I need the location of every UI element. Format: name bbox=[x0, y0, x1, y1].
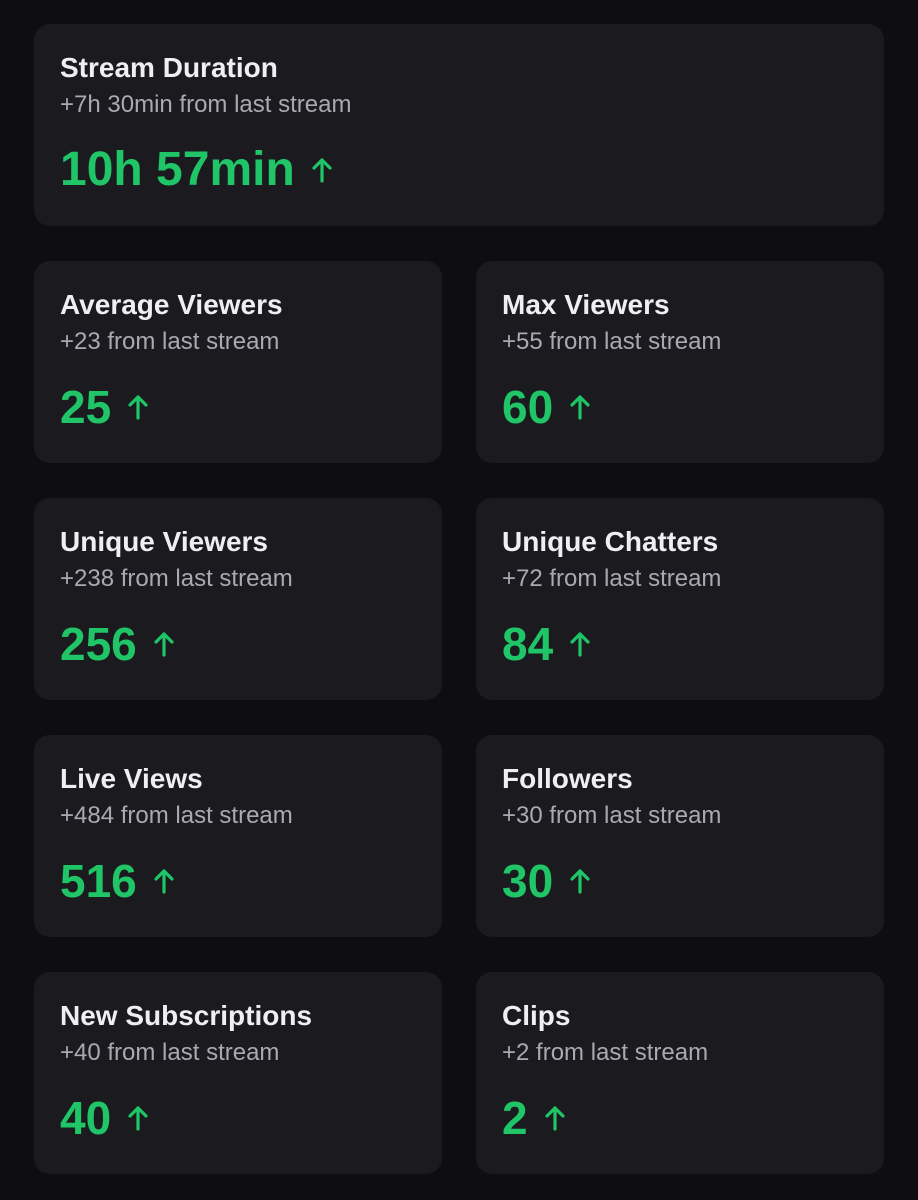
stat-value: 25 bbox=[60, 381, 112, 433]
stat-value: 10h 57min bbox=[60, 143, 295, 196]
stat-title: Clips bbox=[502, 1000, 571, 1031]
stat-title: Average Viewers bbox=[60, 289, 283, 320]
stat-card-unique-chatters: Unique Chatters +72 from last stream 84 bbox=[476, 498, 884, 700]
stat-title: Live Views bbox=[60, 763, 203, 794]
stat-value: 84 bbox=[502, 618, 554, 670]
stat-title: Stream Duration bbox=[60, 52, 278, 83]
stat-value-row: 256 bbox=[60, 616, 416, 672]
arrow-up-icon bbox=[153, 868, 175, 894]
stat-title: Followers bbox=[502, 763, 633, 794]
stat-value-row: 84 bbox=[502, 616, 858, 672]
stat-card-live-views: Live Views +484 from last stream 516 bbox=[34, 735, 442, 937]
stat-value-row: 10h 57min bbox=[60, 142, 858, 198]
stat-value-row: 516 bbox=[60, 853, 416, 909]
stat-value: 60 bbox=[502, 381, 554, 433]
stat-title: New Subscriptions bbox=[60, 1000, 313, 1031]
stat-delta: +7h 30min from last stream bbox=[60, 91, 352, 118]
stat-delta: +23 from last stream bbox=[60, 328, 280, 355]
arrow-up-icon bbox=[311, 157, 333, 183]
stat-delta: +30 from last stream bbox=[502, 802, 722, 829]
stat-value-row: 60 bbox=[502, 379, 858, 435]
stat-delta: +55 from last stream bbox=[502, 328, 722, 355]
arrow-up-icon bbox=[569, 868, 591, 894]
stat-value: 256 bbox=[60, 618, 137, 670]
stat-value-row: 2 bbox=[502, 1090, 858, 1146]
stat-value-row: 30 bbox=[502, 853, 858, 909]
arrow-up-icon bbox=[569, 394, 591, 420]
arrow-up-icon bbox=[127, 394, 149, 420]
stat-card-max-viewers: Max Viewers +55 from last stream 60 bbox=[476, 261, 884, 463]
stat-value: 2 bbox=[502, 1092, 528, 1144]
arrow-up-icon bbox=[127, 1105, 149, 1131]
arrow-up-icon bbox=[153, 631, 175, 657]
stat-delta: +238 from last stream bbox=[60, 565, 293, 592]
stat-card-stream-duration: Stream Duration +7h 30min from last stre… bbox=[34, 24, 884, 226]
stat-value-row: 25 bbox=[60, 379, 416, 435]
stat-delta: +72 from last stream bbox=[502, 565, 722, 592]
stat-value: 30 bbox=[502, 855, 554, 907]
arrow-up-icon bbox=[544, 1105, 566, 1131]
stat-delta: +2 from last stream bbox=[502, 1039, 709, 1066]
stat-value: 40 bbox=[60, 1092, 112, 1144]
stat-delta: +484 from last stream bbox=[60, 802, 293, 829]
stat-card-unique-viewers: Unique Viewers +238 from last stream 256 bbox=[34, 498, 442, 700]
arrow-up-icon bbox=[569, 631, 591, 657]
stat-title: Max Viewers bbox=[502, 289, 670, 320]
stat-card-new-subscriptions: New Subscriptions +40 from last stream 4… bbox=[34, 972, 442, 1174]
stat-card-average-viewers: Average Viewers +23 from last stream 25 bbox=[34, 261, 442, 463]
stat-card-followers: Followers +30 from last stream 30 bbox=[476, 735, 884, 937]
stat-value-row: 40 bbox=[60, 1090, 416, 1146]
stat-card-clips: Clips +2 from last stream 2 bbox=[476, 972, 884, 1174]
stat-delta: +40 from last stream bbox=[60, 1039, 280, 1066]
stat-title: Unique Viewers bbox=[60, 526, 269, 557]
stat-title: Unique Chatters bbox=[502, 526, 719, 557]
stat-value: 516 bbox=[60, 855, 137, 907]
